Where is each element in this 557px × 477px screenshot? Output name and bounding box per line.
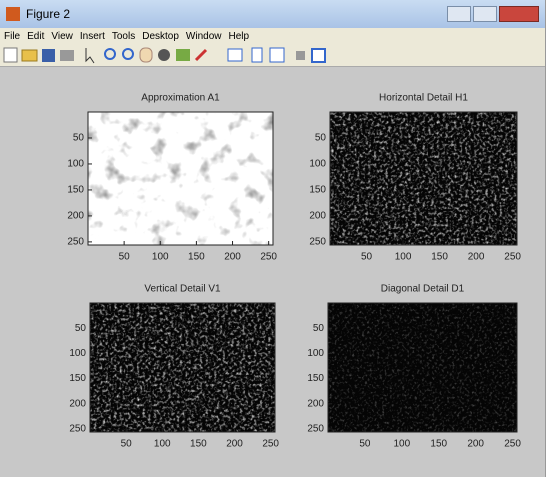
y-tick-label: 250 xyxy=(309,237,326,248)
y-tick-label: 100 xyxy=(309,159,326,170)
menu-bar: File Edit View Insert Tools Desktop Window Help xyxy=(0,28,545,44)
x-tick-label: 50 xyxy=(359,439,371,450)
app-icon xyxy=(6,7,20,21)
x-tick-label: 150 xyxy=(190,439,207,450)
menu-item[interactable]: Window xyxy=(186,31,222,42)
x-tick-label: 100 xyxy=(152,252,169,263)
menu-item[interactable]: Desktop xyxy=(142,31,179,42)
menu-item[interactable]: Tools xyxy=(112,31,135,42)
pointer-icon[interactable] xyxy=(86,48,94,63)
link-icon[interactable] xyxy=(228,49,242,61)
menu-item[interactable]: View xyxy=(51,31,73,42)
subplot: Horizontal Detail H1 50 100 150 200 250 50 100 1… xyxy=(309,93,521,263)
y-tick-label: 200 xyxy=(67,211,84,222)
title-bar: Figure 2 xyxy=(0,0,545,28)
window-title: Figure 2 xyxy=(26,7,70,21)
y-tick-label: 150 xyxy=(69,373,86,384)
legend-icon[interactable] xyxy=(270,48,284,62)
open-icon[interactable] xyxy=(22,50,37,61)
x-tick-label: 50 xyxy=(121,439,133,450)
hide-tools-icon[interactable] xyxy=(296,51,305,60)
menu-item[interactable]: File xyxy=(4,31,20,42)
print-icon[interactable] xyxy=(60,50,74,61)
y-tick-label: 50 xyxy=(315,133,327,144)
y-tick-label: 200 xyxy=(309,211,326,222)
x-tick-label: 200 xyxy=(224,252,241,263)
x-tick-label: 50 xyxy=(119,252,131,263)
subplot: Approximation A1 50 100 150 200 250 50 100 150 20… xyxy=(67,93,277,263)
image-texture xyxy=(90,303,275,432)
save-icon[interactable] xyxy=(42,49,55,62)
y-tick-label: 50 xyxy=(73,133,85,144)
zoom-in-icon[interactable] xyxy=(105,49,115,59)
window-buttons xyxy=(447,6,545,22)
toolbar xyxy=(0,44,545,67)
y-tick-label: 250 xyxy=(67,237,84,248)
x-tick-label: 150 xyxy=(430,439,447,450)
y-tick-label: 100 xyxy=(67,159,84,170)
x-tick-label: 50 xyxy=(361,252,373,263)
datacursor-icon[interactable] xyxy=(176,49,190,61)
close-button[interactable] xyxy=(499,6,539,22)
x-tick-label: 250 xyxy=(260,252,277,263)
image-texture xyxy=(328,303,517,432)
maximize-button[interactable] xyxy=(473,6,497,22)
menu-item[interactable]: Insert xyxy=(80,31,105,42)
menu-item[interactable]: Edit xyxy=(27,31,44,42)
subplot-title: Approximation A1 xyxy=(141,93,220,104)
subplot: Diagonal Detail D1 50 100 150 200 250 50 100 150… xyxy=(307,284,521,450)
image-texture xyxy=(88,112,273,245)
x-tick-label: 250 xyxy=(262,439,279,450)
x-tick-label: 100 xyxy=(154,439,171,450)
x-tick-label: 100 xyxy=(393,439,410,450)
y-tick-label: 50 xyxy=(313,323,325,334)
x-tick-label: 200 xyxy=(226,439,243,450)
x-tick-label: 250 xyxy=(504,439,521,450)
y-tick-label: 150 xyxy=(67,185,84,196)
menu-item[interactable]: Help xyxy=(229,31,250,42)
x-tick-label: 150 xyxy=(188,252,205,263)
figure-window: Figure 2 File Edit View Insert Tools Desktop W… xyxy=(0,0,546,477)
x-tick-label: 200 xyxy=(468,252,485,263)
x-tick-label: 250 xyxy=(504,252,521,263)
y-tick-label: 100 xyxy=(69,348,86,359)
zoom-out-icon[interactable] xyxy=(123,49,133,59)
toolbar-icons xyxy=(0,44,545,66)
y-tick-label: 250 xyxy=(69,424,86,435)
image-texture xyxy=(330,112,517,245)
y-tick-label: 200 xyxy=(307,398,324,409)
figure-canvas: Approximation A1 50 100 150 200 250 50 100 150 20… xyxy=(0,67,545,477)
show-tools-icon[interactable] xyxy=(312,49,325,62)
new-icon[interactable] xyxy=(4,48,17,62)
subplot-title: Horizontal Detail H1 xyxy=(379,93,468,104)
rotate-icon[interactable] xyxy=(158,49,170,61)
y-tick-label: 100 xyxy=(307,348,324,359)
minimize-button[interactable] xyxy=(447,6,471,22)
y-tick-label: 150 xyxy=(307,373,324,384)
pan-icon[interactable] xyxy=(140,48,152,62)
x-tick-label: 150 xyxy=(431,252,448,263)
brush-icon[interactable] xyxy=(196,50,206,60)
y-tick-label: 150 xyxy=(309,185,326,196)
subplot-title: Diagonal Detail D1 xyxy=(381,284,465,295)
y-tick-label: 200 xyxy=(69,398,86,409)
x-tick-label: 100 xyxy=(395,252,412,263)
subplot: Vertical Detail V1 50 100 150 200 250 50 100 150… xyxy=(69,284,279,450)
colorbar-icon[interactable] xyxy=(252,48,262,62)
y-tick-label: 50 xyxy=(75,323,87,334)
y-tick-label: 250 xyxy=(307,424,324,435)
x-tick-label: 200 xyxy=(467,439,484,450)
subplot-title: Vertical Detail V1 xyxy=(144,284,221,295)
